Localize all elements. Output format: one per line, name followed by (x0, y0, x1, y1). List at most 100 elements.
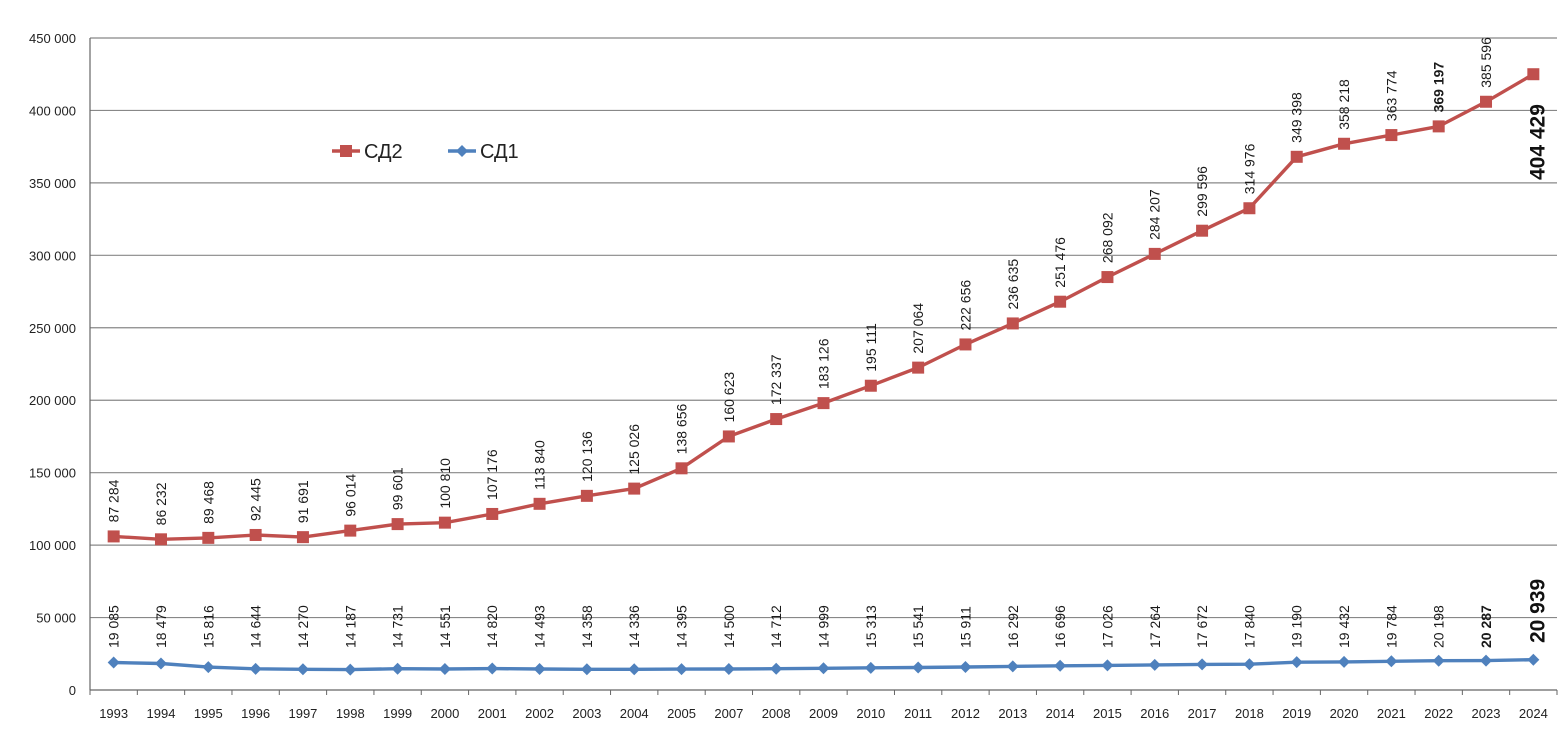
data-label: 404 429 (1526, 104, 1549, 180)
data-label: 89 468 (200, 481, 216, 524)
data-point (580, 663, 593, 676)
data-labels: 87 284 86 232 89 468 92 445 91 691 96 014 99 6… (106, 37, 1550, 648)
data-label: 349 398 (1289, 92, 1305, 143)
x-tick-label: 2020 (1330, 706, 1359, 721)
legend-label: СД1 (480, 141, 519, 163)
x-tick-label: 2022 (1424, 706, 1453, 721)
data-label: 120 136 (579, 431, 595, 482)
x-tick-label: 2002 (525, 706, 554, 721)
data-label: 299 596 (1194, 166, 1210, 217)
x-tick-label: 1994 (147, 706, 176, 721)
data-point (1385, 655, 1398, 668)
x-tick-label: 2021 (1377, 706, 1406, 721)
data-point (154, 533, 167, 546)
data-label: 14 712 (768, 605, 784, 648)
y-tick-label: 300 000 (29, 248, 76, 263)
data-label: 207 064 (910, 303, 926, 354)
data-point (107, 656, 120, 669)
data-label: 15 313 (863, 605, 879, 648)
x-tick-label: 2012 (951, 706, 980, 721)
data-point (438, 662, 451, 675)
x-tick-label: 2004 (620, 706, 649, 721)
data-point (1432, 654, 1445, 667)
data-point (1196, 224, 1209, 237)
data-point (391, 518, 404, 531)
data-label: 92 445 (248, 478, 264, 521)
data-label: 18 479 (153, 605, 169, 648)
data-point (1290, 150, 1303, 163)
y-tick-label: 450 000 (29, 31, 76, 46)
x-tick-label: 2017 (1188, 706, 1217, 721)
data-point (770, 413, 783, 426)
x-tick-label: 2023 (1472, 706, 1501, 721)
data-point (1338, 655, 1351, 668)
data-point (533, 662, 546, 675)
data-label: 14 644 (248, 605, 264, 648)
data-label: 236 635 (1005, 259, 1021, 310)
data-point (344, 524, 357, 537)
data-point (202, 531, 215, 544)
data-point (770, 662, 783, 675)
x-tick-label: 2018 (1235, 706, 1264, 721)
data-label: 113 840 (532, 440, 548, 490)
data-point (864, 661, 877, 674)
x-tick-label: 2008 (762, 706, 791, 721)
x-tick-label: 1995 (194, 706, 223, 721)
data-point (154, 657, 167, 670)
legend: СД2 СД1 (332, 141, 519, 163)
y-tick-label: 50 000 (36, 611, 76, 626)
data-point (864, 379, 877, 392)
x-tick-label: 2013 (998, 706, 1027, 721)
data-label: 268 092 (1099, 212, 1115, 263)
data-label: 160 623 (721, 372, 737, 423)
x-tick-label: 2000 (430, 706, 459, 721)
data-point (1054, 659, 1067, 672)
data-point (628, 663, 641, 676)
data-label: 17 672 (1194, 605, 1210, 648)
data-point (344, 663, 357, 676)
data-label: 17 026 (1099, 605, 1115, 648)
x-tick-label: 1997 (288, 706, 317, 721)
y-tick-label: 250 000 (29, 321, 76, 336)
data-point (107, 530, 120, 543)
data-label: 358 218 (1336, 79, 1352, 130)
x-tick-label: 2011 (904, 706, 932, 721)
data-point (1527, 68, 1540, 81)
data-label: 14 358 (579, 605, 595, 648)
y-tick-label: 400 000 (29, 103, 76, 118)
y-tick-label: 0 (69, 683, 76, 698)
data-point (486, 662, 499, 675)
data-label: 14 551 (437, 605, 453, 648)
data-point (391, 662, 404, 675)
x-tick-label: 2016 (1140, 706, 1169, 721)
data-point (296, 663, 309, 676)
data-label: 100 810 (437, 458, 453, 509)
data-point (1385, 129, 1398, 142)
data-label: 107 176 (484, 449, 500, 500)
data-label: 20 287 (1478, 605, 1494, 648)
data-label: 20 939 (1526, 579, 1549, 643)
x-tick-label: 1993 (99, 706, 128, 721)
data-label: 251 476 (1052, 237, 1068, 288)
y-tick-label: 350 000 (29, 176, 76, 191)
data-label: 172 337 (768, 354, 784, 405)
data-point (1101, 659, 1114, 672)
data-label: 125 026 (626, 424, 642, 475)
data-point (1196, 658, 1209, 671)
data-point (249, 662, 262, 675)
data-point (1527, 653, 1540, 666)
data-point (722, 430, 735, 443)
data-point (1006, 317, 1019, 330)
data-label: 15 911 (957, 606, 973, 648)
data-label: 369 197 (1431, 62, 1447, 113)
data-label: 138 656 (674, 403, 690, 454)
data-point (1480, 95, 1493, 108)
data-label: 15 541 (910, 605, 926, 648)
data-point (202, 661, 215, 674)
data-label: 16 292 (1005, 605, 1021, 648)
data-point (533, 497, 546, 510)
data-label: 195 111 (863, 323, 879, 372)
data-label: 96 014 (342, 474, 358, 517)
data-point (1480, 654, 1493, 667)
data-label: 14 999 (816, 605, 832, 648)
